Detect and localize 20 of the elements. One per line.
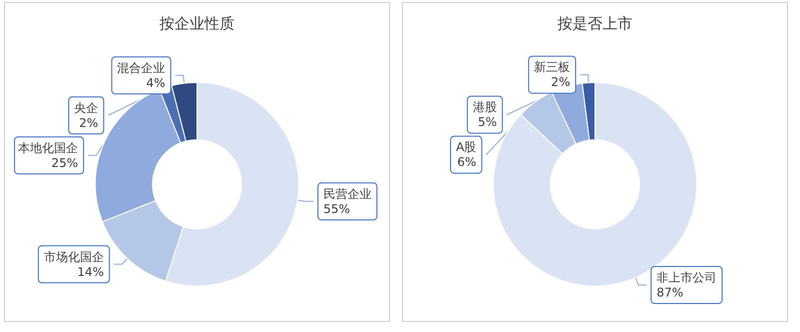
slice-label: 新三板 (534, 60, 570, 74)
data-label: 55% (323, 202, 350, 216)
slice-label: A股 (456, 140, 476, 154)
data-label: 25% (51, 156, 78, 170)
data-label: 4% (146, 76, 166, 90)
slice-label: 市场化国企 (44, 250, 104, 264)
slice-label: 混合企业 (117, 60, 166, 75)
slice-label: 民营企业 (323, 186, 372, 201)
slice-label: 港股 (472, 100, 497, 114)
data-label: 6% (457, 155, 476, 170)
slice-label: 本地化国企 (18, 140, 78, 155)
data-label: 14% (77, 264, 104, 279)
data-label: 2% (79, 116, 98, 130)
slice-label: 非上市公司 (656, 270, 717, 284)
data-label: 87% (656, 285, 684, 300)
slice-label: 央企 (74, 100, 98, 115)
chart-title: 按企业性质 (160, 14, 234, 32)
chart-title: 按是否上市 (558, 14, 632, 32)
data-label: 2% (551, 75, 570, 90)
data-label: 5% (478, 115, 497, 130)
